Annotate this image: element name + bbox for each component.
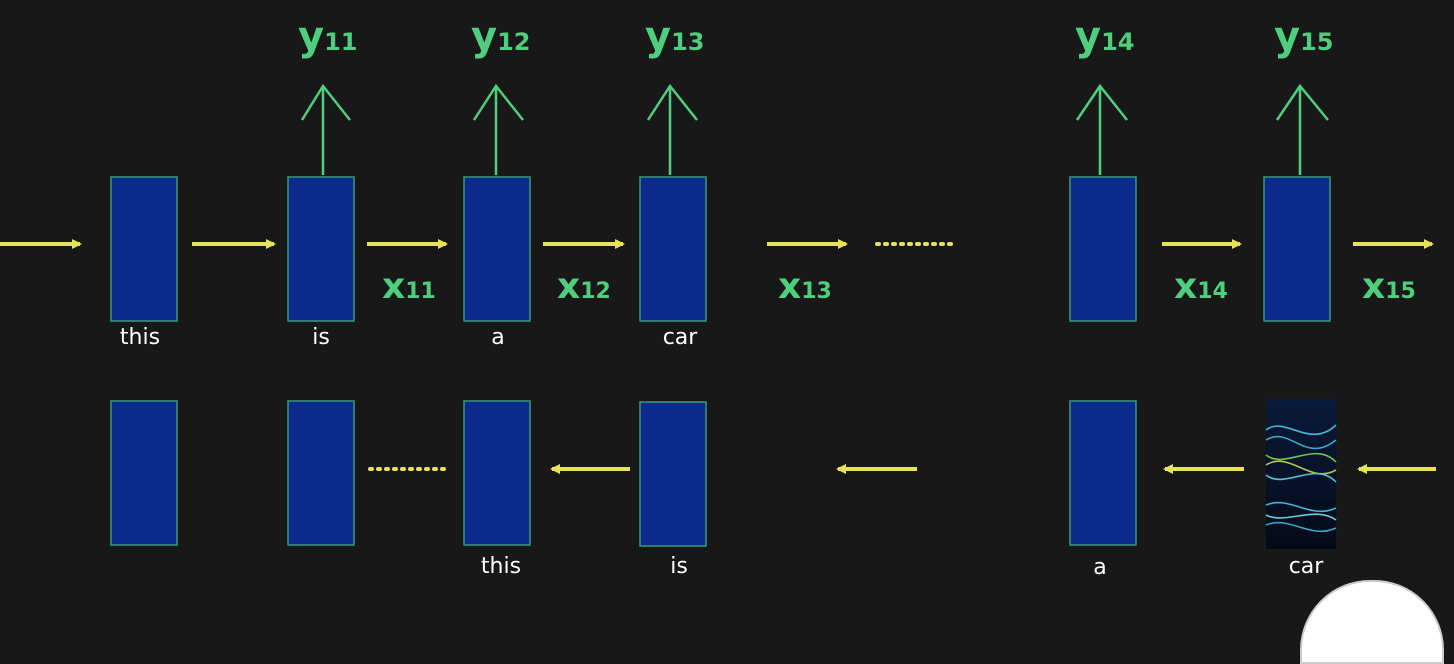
forward-word-3: car [663, 325, 699, 350]
hidden-label-2: x12 [557, 266, 611, 307]
hidden-label-5: x15 [1362, 266, 1416, 307]
output-label-4: y14 [1075, 14, 1134, 60]
backward-cell-3 [639, 401, 707, 547]
backward-word-1: is [670, 554, 688, 579]
forward-cell-0 [110, 176, 178, 322]
backward-word-0: this [481, 554, 521, 579]
hidden-label-1: x11 [382, 266, 436, 307]
output-arrow-3 [646, 83, 698, 175]
output-arrow-4 [1075, 83, 1128, 175]
output-arrow-1 [300, 83, 351, 175]
hidden-label-3: x13 [778, 266, 832, 307]
forward-cell-2 [463, 176, 531, 322]
forward-cell-3 [639, 176, 707, 322]
output-label-5: y15 [1274, 14, 1333, 60]
forward-cell-4 [1069, 176, 1137, 322]
forward-word-2: a [491, 325, 504, 350]
forward-word-1: is [312, 325, 330, 350]
hidden-label-4: x14 [1174, 266, 1228, 307]
output-label-3: y13 [645, 14, 704, 60]
backward-word-2: a [1093, 555, 1106, 580]
output-arrow-2 [472, 83, 524, 175]
diagram-stage: y11 y12 y13 y14 y15 x11 x12 x13 x14 x15 … [0, 14, 1444, 664]
backward-cell-0 [110, 400, 178, 546]
output-label-1: y11 [298, 14, 357, 60]
backward-cell-2 [463, 400, 531, 546]
output-label-2: y12 [471, 14, 530, 60]
backward-cell-active [1265, 399, 1337, 549]
output-arrow-5 [1275, 83, 1329, 175]
backward-word-3: car [1289, 554, 1325, 579]
forward-cell-1 [287, 176, 355, 322]
forward-cell-5 [1263, 176, 1331, 322]
rnn-diagram: y11 y12 y13 y14 y15 x11 x12 x13 x14 x15 … [0, 14, 1436, 580]
forward-word-0: this [120, 325, 160, 350]
backward-cell-1 [287, 400, 355, 546]
backward-cell-4 [1069, 400, 1137, 546]
